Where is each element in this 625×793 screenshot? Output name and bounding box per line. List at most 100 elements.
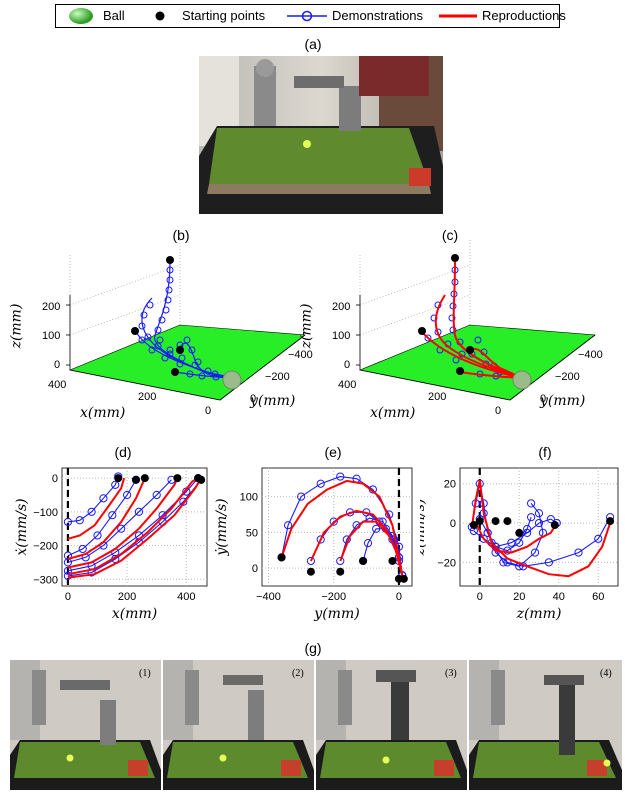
starting-point (515, 528, 524, 537)
starting-point (173, 474, 182, 483)
demonstration-marker (108, 511, 117, 520)
photo-g-frame-2 (163, 660, 314, 790)
starting-point (336, 567, 345, 576)
z-tick-100: 100 (42, 330, 60, 342)
panel-label-f: (f) (538, 444, 552, 460)
starting-point (469, 521, 478, 530)
demonstration-marker (523, 528, 532, 538)
legend: Ball Starting points Demonstrations Repr… (55, 4, 566, 28)
plot-3d-demonstrations: 200 100 0 400 200 0 −400 −200 0 (42, 240, 313, 417)
reproductions-legend-icon (439, 14, 477, 18)
y-tick-0-c: 0 (540, 393, 546, 405)
z-tick-0: 0 (54, 359, 60, 371)
demonstration-marker (336, 472, 345, 481)
x-tick-label: 40 (553, 591, 565, 603)
y-axis-label-b: y(mm) (250, 393, 296, 409)
y-axis-label: ẋ(mm/s) (14, 498, 30, 555)
y-tick-minus-400: −400 (288, 349, 313, 361)
demonstration-marker (534, 509, 544, 518)
chart-f: 0 20 40 60 20 0 −20 z(mm) ż(mm/s) (420, 467, 619, 622)
x-tick-label: 400 (177, 591, 195, 603)
y-tick-label: 100 (240, 492, 258, 504)
x-tick-label: 60 (592, 591, 604, 603)
reproduction-line (280, 479, 404, 576)
photo-a (199, 56, 443, 214)
panel-label-g: (g) (304, 640, 322, 656)
demonstration-marker (546, 515, 555, 524)
z-axis-label-b: z(mm) (8, 303, 25, 349)
demonstration-marker (179, 497, 188, 506)
demonstration-marker (316, 479, 325, 488)
y-tick-label: 20 (444, 479, 456, 491)
x-tick-200: 200 (138, 391, 156, 403)
y-tick-label: 0 (52, 473, 58, 485)
z-tick-200: 200 (42, 301, 60, 313)
x-tick-label: 0 (396, 591, 402, 603)
starting-point (140, 474, 149, 483)
x-tick-0: 0 (205, 405, 211, 417)
photo-g-frame-3 (316, 660, 467, 790)
reproduction-line (67, 477, 146, 560)
demonstration-marker (503, 546, 512, 555)
ball-legend-icon (69, 8, 93, 24)
x-tick-label: 200 (118, 591, 136, 603)
demonstration-marker (594, 534, 603, 543)
demonstration-marker (329, 517, 338, 526)
x-axis-label: y(mm) (313, 606, 359, 622)
y-tick-label: 0 (252, 563, 258, 575)
demonstration-line (67, 477, 199, 572)
demonstration-marker (93, 531, 102, 540)
starting-point (277, 553, 286, 562)
starting-point (197, 475, 206, 484)
photo-g-frame-1 (10, 660, 161, 790)
demonstration-marker (534, 518, 544, 528)
x-tick-label: 0 (65, 591, 71, 603)
demonstration-marker (283, 521, 293, 530)
z-tick-200-c: 200 (332, 301, 350, 313)
reproduction-line (339, 520, 404, 576)
x-tick-400-c: 400 (338, 379, 356, 391)
x-tick-label: −400 (256, 591, 281, 603)
starting-point (475, 517, 484, 526)
y-axis-label: ż(mm/s) (420, 499, 428, 557)
starting-point (503, 517, 512, 526)
z-axis-label-c: z(mm) (298, 303, 315, 349)
demonstration-marker (507, 538, 516, 547)
starting-point (114, 474, 123, 483)
demonstration-marker (363, 538, 373, 548)
demonstration-marker (479, 534, 488, 543)
demonstration-marker (75, 516, 84, 525)
frame-label-1: (1) (139, 668, 151, 679)
y-axis-label: ẏ(mm/s) (214, 498, 230, 556)
x-axis-label-b: x(mm) (80, 405, 126, 421)
demonstration-marker (515, 538, 524, 547)
demonstration-marker (123, 490, 132, 500)
x-axis-label-c: x(mm) (370, 405, 416, 421)
demonstration-marker (316, 535, 325, 544)
starting-point (388, 556, 397, 565)
y-tick-label: −300 (33, 574, 58, 586)
reproduction-line (67, 477, 202, 579)
demonstration-line (67, 479, 202, 577)
legend-ball-label: Ball (103, 8, 125, 23)
x-tick-label: 0 (477, 591, 483, 603)
y-tick-minus-200-c: −200 (555, 371, 580, 383)
demonstration-marker (574, 548, 583, 557)
x-tick-200-c: 200 (428, 391, 446, 403)
chart-frame (61, 467, 208, 587)
demonstration-marker (527, 513, 536, 522)
robot-teaching-photo (199, 56, 443, 214)
y-tick-label: 50 (246, 527, 258, 539)
y-tick-label: −100 (33, 507, 58, 519)
chart-e: −400 −200 0 100 50 0 y(mm) ẏ(mm/s) (214, 467, 413, 622)
reproduction-line (67, 477, 126, 540)
demonstration-marker (111, 480, 120, 489)
panel-label-e: (e) (324, 444, 342, 460)
demonstration-marker (87, 507, 96, 516)
y-tick-label: −200 (33, 541, 58, 553)
y-tick-label: 0 (450, 518, 456, 530)
reproduction-line (67, 477, 179, 569)
demonstration-marker (152, 490, 161, 500)
x-tick-400: 400 (48, 379, 66, 391)
y-tick-0: 0 (250, 393, 256, 405)
